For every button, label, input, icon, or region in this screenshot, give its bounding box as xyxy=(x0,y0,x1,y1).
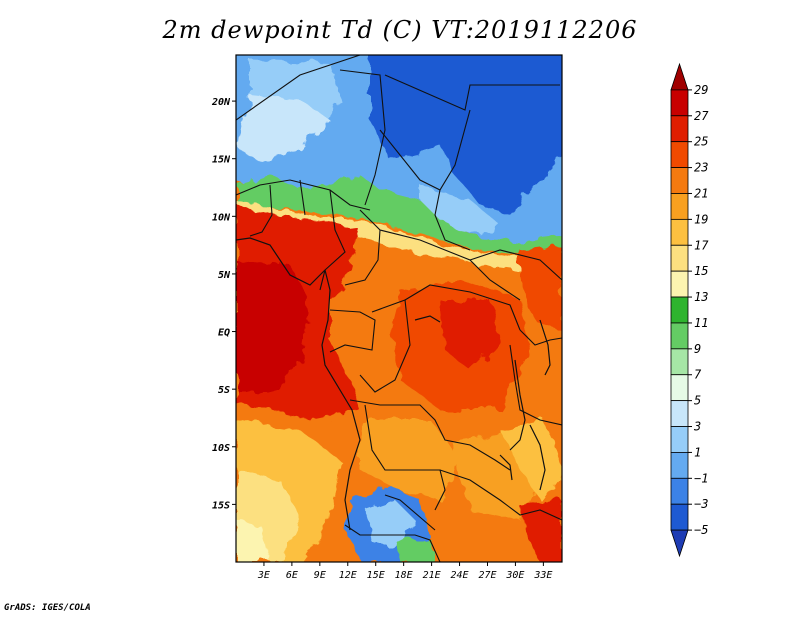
map-frame xyxy=(235,54,563,563)
colorbar-label: 21 xyxy=(694,186,708,200)
lon-label: 24E xyxy=(451,570,469,581)
colorbar-swatch xyxy=(670,62,689,91)
colorbar: 29 27 25 23 21 19 17 15 13 11 9 7 5 3 1 −1 −3 −5 xyxy=(670,62,709,558)
colorbar-swatch xyxy=(670,477,689,505)
colorbar-label: 23 xyxy=(694,161,708,175)
lat-label: 20N xyxy=(211,97,231,108)
lon-label: 6E xyxy=(286,570,298,581)
lon-label: 27E xyxy=(478,570,496,581)
lat-label: 5S xyxy=(218,385,230,396)
colorbar-label: 17 xyxy=(694,238,709,252)
lat-label: 15S xyxy=(212,500,230,511)
colorbar-label: 15 xyxy=(694,264,708,278)
colorbar-swatch xyxy=(670,426,689,453)
dewpoint-field xyxy=(236,55,562,562)
colorbar-swatch xyxy=(670,503,689,531)
colorbar-swatch xyxy=(670,244,689,272)
colorbar-swatch xyxy=(670,400,689,427)
lat-label: 15N xyxy=(212,155,231,166)
colorbar-label: 11 xyxy=(694,316,708,330)
lat-label: 5N xyxy=(218,270,231,281)
lon-label: 3E xyxy=(257,570,270,581)
lat-label: 10S xyxy=(212,443,230,454)
colorbar-label: 29 xyxy=(694,83,708,97)
colorbar-label: −3 xyxy=(694,497,708,511)
lon-label: 30E xyxy=(505,570,524,581)
lon-label: 9E xyxy=(314,570,326,581)
lat-axis: 20N 15N 10N 5N EQ 5S 10S 15S xyxy=(211,97,236,511)
lat-label: EQ xyxy=(218,328,230,339)
colorbar-label: 3 xyxy=(693,420,701,434)
colorbar-swatch xyxy=(670,270,689,298)
colorbar-swatch xyxy=(670,167,689,194)
colorbar-swatch xyxy=(670,296,689,324)
lon-label: 21E xyxy=(423,570,441,581)
colorbar-swatch xyxy=(670,452,689,479)
lon-label: 33E xyxy=(533,570,552,581)
colorbar-swatch xyxy=(670,193,689,220)
lon-label: 12E xyxy=(339,570,357,581)
lat-label: 10N xyxy=(212,212,231,223)
map-title: 2m dewpoint Td (C) VT:2019112206 xyxy=(162,16,638,44)
lon-label: 18E xyxy=(395,570,413,581)
colorbar-swatch xyxy=(670,141,689,168)
colorbar-swatch xyxy=(670,348,689,376)
colorbar-swatch xyxy=(670,89,689,117)
colorbar-swatch xyxy=(670,115,689,143)
colorbar-swatch xyxy=(670,374,689,402)
colorbar-label: 25 xyxy=(694,135,708,149)
colorbar-label: −1 xyxy=(694,471,708,485)
colorbar-swatch xyxy=(670,218,689,246)
credit-label: GrADS: IGES/COLA xyxy=(4,603,91,613)
colorbar-label: −5 xyxy=(694,523,708,537)
colorbar-swatch xyxy=(670,322,689,350)
colorbar-label: 5 xyxy=(694,394,701,408)
colorbar-label: 9 xyxy=(694,342,701,356)
colorbar-label: 13 xyxy=(694,290,708,304)
lon-label: 15E xyxy=(367,570,385,581)
colorbar-label: 1 xyxy=(694,445,701,459)
colorbar-label: 7 xyxy=(694,368,702,382)
lon-axis: 3E 6E 9E 12E 15E 18E 21E 24E 27E 30E 33E xyxy=(257,562,552,581)
colorbar-swatch xyxy=(670,529,689,558)
colorbar-label: 27 xyxy=(694,109,709,123)
colorbar-label: 19 xyxy=(694,212,708,226)
